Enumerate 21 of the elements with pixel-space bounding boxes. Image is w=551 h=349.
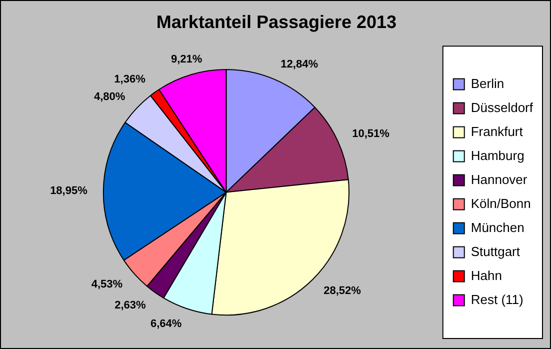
legend-label: Hannover [470,172,528,187]
data-label: 18,95% [50,185,88,197]
legend-label: Stuttgart [470,244,520,259]
chart-title: Marktanteil Passagiere 2013 [156,12,397,32]
legend-label: Köln/Bonn [470,196,531,211]
legend-label: Rest (11) [470,292,524,307]
legend-label: Berlin [470,76,504,91]
legend-label: Frankfurt [470,124,524,139]
legend-label: Hamburg [470,148,524,163]
data-label: 4,80% [94,91,126,104]
data-label: 12,84% [280,58,318,71]
legend-label: Hahn [470,268,502,283]
data-label: 9,21% [170,53,202,66]
data-label: 28,52% [324,285,362,298]
data-label: 10,51% [352,128,390,140]
legend-label: Düsseldorf [470,100,534,115]
data-label: 1,36% [114,73,146,86]
data-label: 4,53% [91,278,123,291]
legend-label: München [470,220,524,235]
data-label: 6,64% [150,318,182,330]
data-label: 2,63% [114,299,146,312]
